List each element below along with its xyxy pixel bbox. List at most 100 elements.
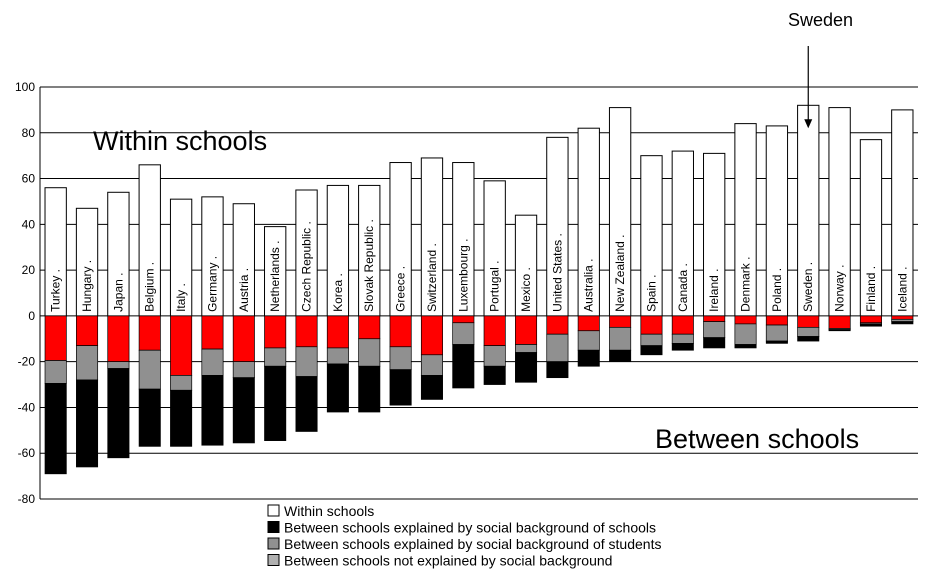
bar-schools-segment bbox=[828, 329, 851, 332]
bar-schools-segment bbox=[734, 344, 757, 349]
bar-schools-segment bbox=[44, 383, 67, 475]
bar-red-segment bbox=[76, 315, 99, 346]
category-label: Iceland . bbox=[895, 267, 909, 312]
bar-students-segment bbox=[170, 375, 193, 391]
bar-students-segment bbox=[138, 349, 161, 390]
bar-schools-segment bbox=[797, 336, 820, 342]
bar-red-segment bbox=[107, 315, 130, 363]
bar-students-segment bbox=[44, 360, 67, 384]
category-label: New Zealand . bbox=[613, 235, 627, 312]
bar-red-segment bbox=[483, 315, 506, 346]
category-label: Poland . bbox=[770, 268, 784, 312]
bar-red-segment bbox=[44, 315, 67, 361]
bar-students-segment bbox=[703, 321, 726, 338]
y-tick-label: -60 bbox=[18, 446, 36, 460]
bar-red-segment bbox=[295, 315, 318, 348]
category-label: Portugal . bbox=[488, 261, 502, 312]
bar-students-segment bbox=[515, 344, 538, 353]
bar-schools-segment bbox=[765, 340, 788, 344]
bar-red-segment bbox=[264, 315, 287, 349]
bar-red-segment bbox=[358, 315, 381, 340]
category-label: Turkey . bbox=[49, 269, 63, 312]
y-tick-label: -40 bbox=[18, 400, 36, 414]
bar-schools-segment bbox=[452, 344, 475, 389]
bar-schools-segment bbox=[170, 389, 193, 447]
bar-schools-segment bbox=[609, 349, 632, 363]
category-label: Netherlands . bbox=[268, 241, 282, 312]
bar-schools-segment bbox=[201, 375, 224, 446]
category-label: Germany . bbox=[205, 256, 219, 312]
bar-schools-segment bbox=[515, 352, 538, 383]
bar-red-segment bbox=[671, 315, 694, 335]
bar-students-segment bbox=[577, 330, 600, 351]
bar-students-segment bbox=[483, 345, 506, 367]
y-tick-label: 100 bbox=[15, 80, 35, 94]
legend-swatch bbox=[267, 554, 280, 566]
category-label: Australia . bbox=[582, 259, 596, 312]
y-tick-label: 20 bbox=[22, 263, 36, 277]
category-label: Hungary . bbox=[80, 260, 94, 312]
bar-red-segment bbox=[891, 315, 914, 320]
bar-schools-segment bbox=[295, 376, 318, 432]
legend-label: Between schools explained by social back… bbox=[284, 536, 661, 552]
category-label: Canada . bbox=[676, 263, 690, 312]
y-axis: -80 -60 -40 -20 0 20 40 60 80 100 bbox=[15, 80, 41, 506]
bar-schools-segment bbox=[420, 375, 443, 400]
bar-schools-segment bbox=[640, 345, 663, 356]
bar-schools-segment bbox=[264, 365, 287, 441]
bar-students-segment bbox=[326, 347, 349, 365]
bar-students-segment bbox=[295, 346, 318, 377]
bar-students-segment bbox=[389, 346, 412, 371]
bar-students-segment bbox=[640, 333, 663, 346]
bar-red-segment bbox=[546, 315, 569, 335]
bar-red-segment bbox=[828, 315, 851, 329]
bar-schools-segment bbox=[859, 323, 882, 327]
bar-students-segment bbox=[765, 324, 788, 342]
bar-red-segment bbox=[765, 315, 788, 326]
bar-students-segment bbox=[734, 323, 757, 345]
bar-schools-segment bbox=[76, 379, 99, 468]
y-tick-label: 80 bbox=[22, 126, 36, 140]
bar-students-segment bbox=[107, 361, 130, 369]
category-label: Switzerland . bbox=[425, 243, 439, 312]
category-label: Luxembourg . bbox=[456, 238, 470, 311]
bar-red-segment bbox=[797, 315, 820, 328]
category-label: Belgium . bbox=[143, 262, 157, 312]
legend-label: Between schools not explained by social … bbox=[284, 553, 612, 569]
bar-red-segment bbox=[170, 315, 193, 376]
category-label: Finland . bbox=[864, 266, 878, 312]
bar-schools-segment bbox=[358, 365, 381, 413]
category-label: Japan . bbox=[111, 273, 125, 312]
bar-schools-segment bbox=[671, 343, 694, 351]
sweden-arrow bbox=[804, 46, 813, 129]
bar-schools-segment bbox=[546, 361, 569, 379]
bar-red-segment bbox=[232, 315, 255, 363]
category-labels: Turkey . Hungary . Japan . Belgium . Italy .… bbox=[49, 219, 910, 312]
bar-red-segment bbox=[138, 315, 161, 351]
y-tick-label: 40 bbox=[22, 217, 36, 231]
bar-red-segment bbox=[452, 315, 475, 324]
bar-schools-segment bbox=[138, 388, 161, 447]
bar-red-segment bbox=[326, 315, 349, 349]
category-label: Mexico . bbox=[519, 267, 533, 312]
category-label: Spain . bbox=[644, 275, 658, 312]
y-tick-label: -20 bbox=[18, 355, 36, 369]
annotation-within-schools: Within schools bbox=[93, 126, 267, 156]
bar-red-segment bbox=[859, 315, 882, 324]
annotation-sweden: Sweden bbox=[788, 10, 853, 30]
bar-red-segment bbox=[420, 315, 443, 356]
bar-red-segment bbox=[515, 315, 538, 345]
bar-schools-segment bbox=[483, 365, 506, 385]
legend-label: Between schools explained by social back… bbox=[284, 520, 656, 536]
bar-schools-segment bbox=[326, 363, 349, 413]
category-label: Slovak Republic . bbox=[362, 219, 376, 312]
bar-students-segment bbox=[201, 348, 224, 376]
arrow-head bbox=[804, 119, 813, 129]
bar-schools-segment bbox=[232, 377, 255, 444]
bar-students-segment bbox=[609, 326, 632, 351]
legend-label: Within schools bbox=[284, 503, 374, 519]
legend-swatch bbox=[267, 504, 280, 517]
bar-students-segment bbox=[76, 345, 99, 381]
